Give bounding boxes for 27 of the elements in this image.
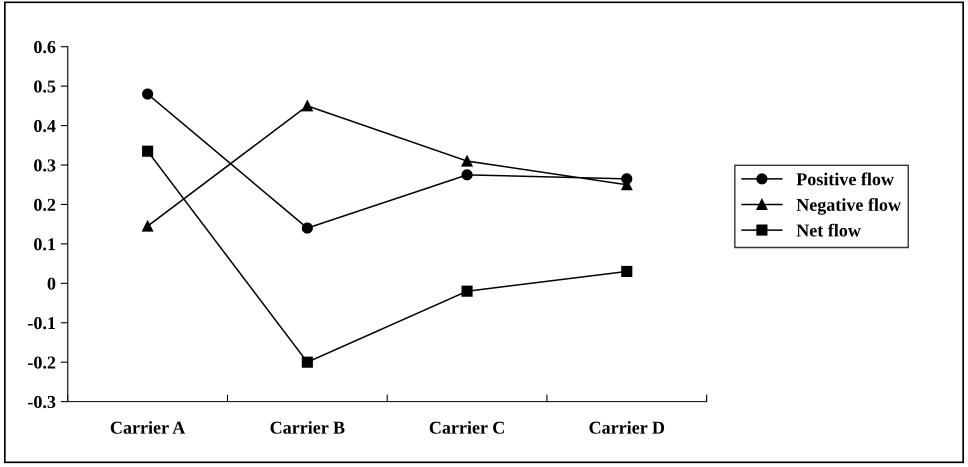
y-tick-label: -0.2 xyxy=(28,356,56,369)
point xyxy=(142,220,154,232)
point xyxy=(302,222,313,234)
legend-label: Negative flow xyxy=(796,198,901,215)
point xyxy=(462,169,473,180)
point xyxy=(142,146,154,157)
point xyxy=(302,356,313,368)
y-tick-label: 0.4 xyxy=(34,120,56,132)
y-tick-label: 0.5 xyxy=(34,80,56,93)
legend-label: Positive flow xyxy=(796,172,894,186)
x-tick-label: Carrier B xyxy=(270,421,345,434)
y-tick-label: -0.3 xyxy=(28,396,56,408)
point xyxy=(621,266,632,278)
point xyxy=(302,100,313,112)
y-tick-label: -0.1 xyxy=(28,317,56,330)
legend-label: Net flow xyxy=(796,224,861,237)
y-tick-label: 0.6 xyxy=(34,40,56,54)
point xyxy=(142,88,154,100)
point xyxy=(462,156,473,167)
x-tick-label: Carrier A xyxy=(110,421,186,434)
y-tick-label: 0.1 xyxy=(34,238,56,250)
x-tick-label: Carrier C xyxy=(430,421,504,434)
y-tick-label: 0.2 xyxy=(34,198,56,211)
x-tick-label: Carrier D xyxy=(589,421,664,434)
y-tick-label: 0 xyxy=(48,278,56,290)
point xyxy=(462,286,473,297)
y-tick-label: 0.3 xyxy=(34,159,56,172)
